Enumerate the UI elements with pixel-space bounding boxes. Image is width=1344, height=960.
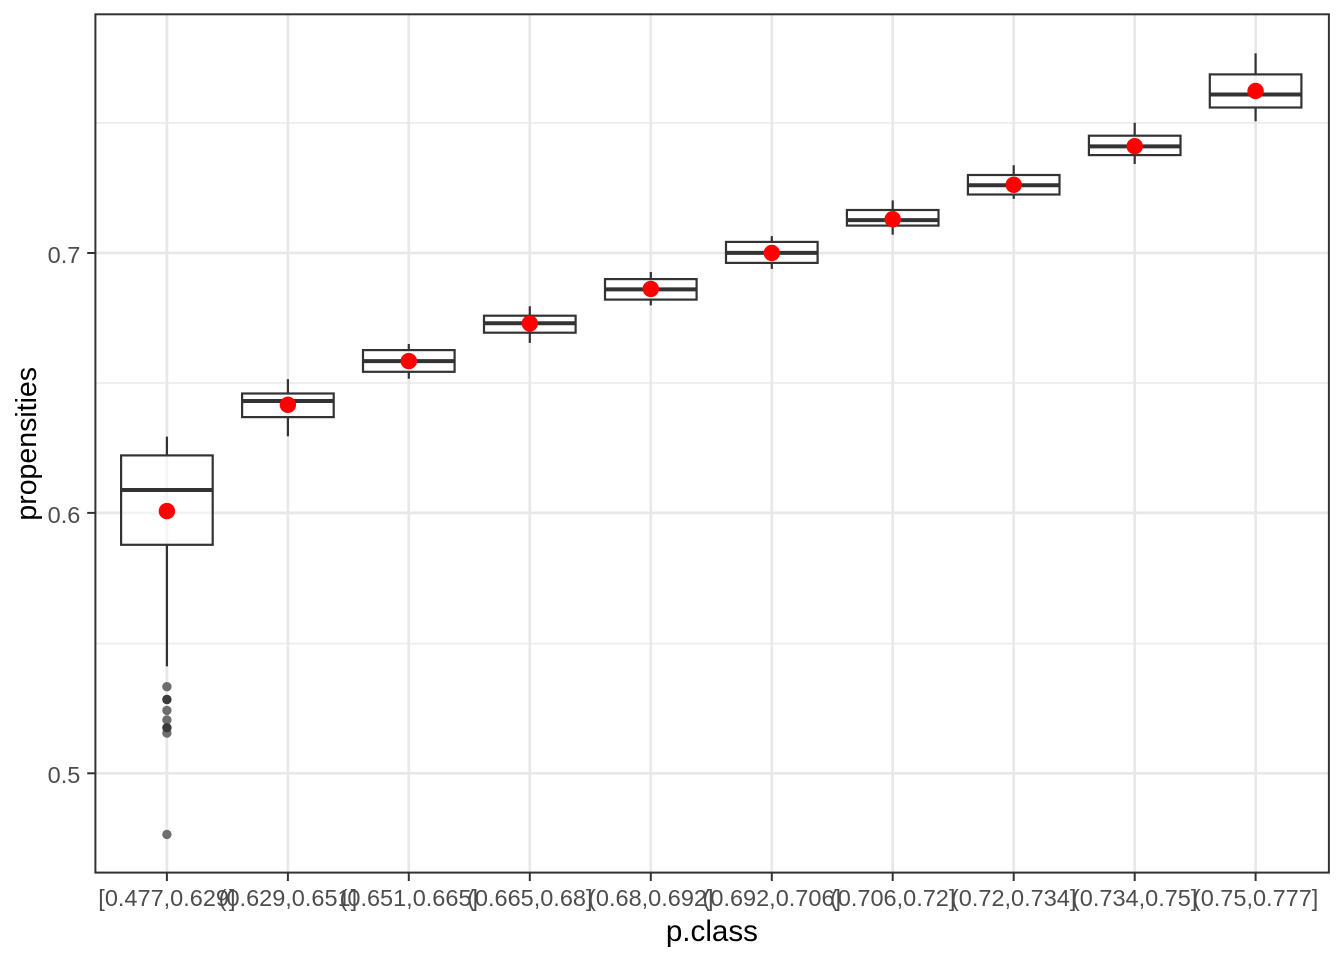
svg-text:0.5: 0.5: [48, 762, 81, 788]
svg-text:0.7: 0.7: [48, 242, 81, 268]
svg-text:(0.629,0.651]: (0.629,0.651]: [219, 885, 358, 911]
svg-text:[0.477,0.629]: [0.477,0.629]: [98, 885, 235, 911]
svg-text:p.class: p.class: [666, 915, 758, 948]
svg-text:(0.75,0.777]: (0.75,0.777]: [1193, 885, 1318, 911]
svg-text:(0.706,0.72]: (0.706,0.72]: [830, 885, 955, 911]
svg-text:(0.68,0.692]: (0.68,0.692]: [588, 885, 713, 911]
svg-text:(0.692,0.706]: (0.692,0.706]: [703, 885, 842, 911]
svg-text:0.6: 0.6: [48, 502, 81, 528]
svg-text:(0.651,0.665]: (0.651,0.665]: [340, 885, 479, 911]
svg-text:(0.734,0.75]: (0.734,0.75]: [1072, 885, 1197, 911]
svg-text:(0.665,0.68]: (0.665,0.68]: [467, 885, 592, 911]
svg-text:(0.72,0.734]: (0.72,0.734]: [951, 885, 1076, 911]
svg-text:propensities: propensities: [11, 367, 43, 521]
